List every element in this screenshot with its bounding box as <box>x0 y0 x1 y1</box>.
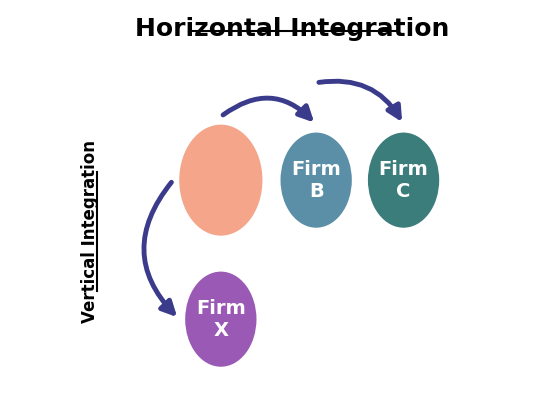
Ellipse shape <box>366 130 441 230</box>
Ellipse shape <box>278 130 354 230</box>
Ellipse shape <box>183 270 259 369</box>
Text: Firm
C: Firm C <box>379 160 429 201</box>
Text: Firm
X: Firm X <box>196 299 246 340</box>
Text: Firm
B: Firm B <box>291 160 341 201</box>
Ellipse shape <box>179 265 263 373</box>
Text: Vertical Integration: Vertical Integration <box>81 140 99 323</box>
Ellipse shape <box>173 118 269 242</box>
Text: Horizontal Integration: Horizontal Integration <box>135 17 449 41</box>
Ellipse shape <box>177 122 265 238</box>
Ellipse shape <box>361 126 446 234</box>
Ellipse shape <box>274 126 358 234</box>
